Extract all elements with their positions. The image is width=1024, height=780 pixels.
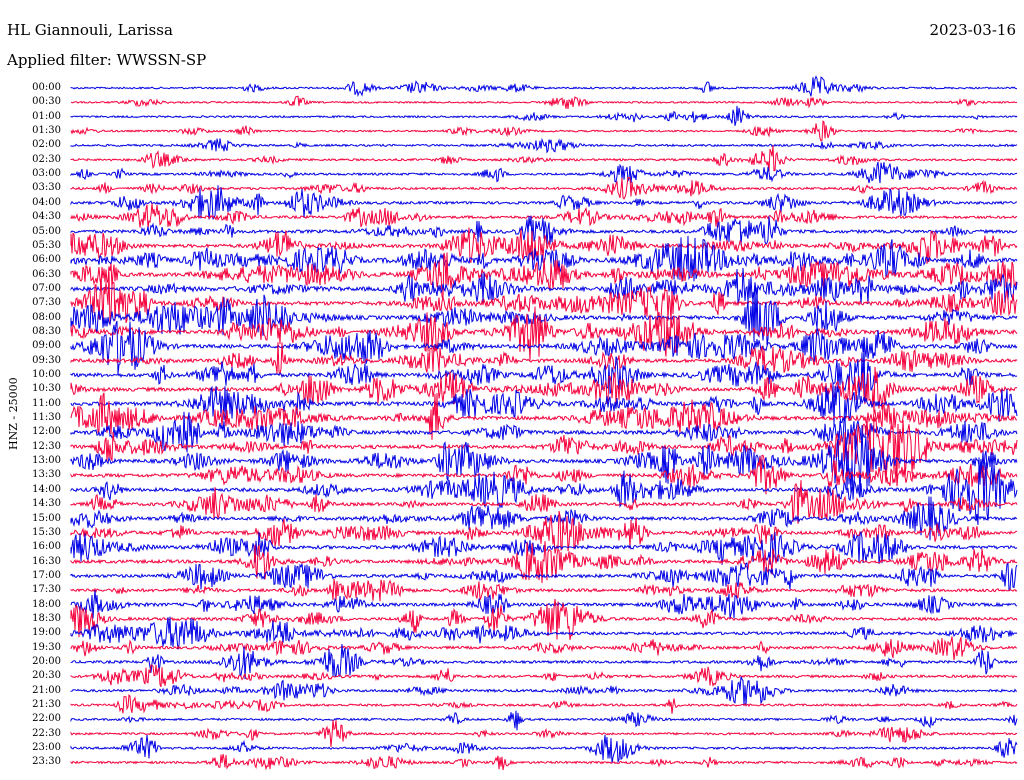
time-tick-label: 17:30 (32, 584, 61, 596)
trace-line (70, 496, 1018, 541)
time-tick-label: 10:30 (32, 383, 61, 395)
trace-line (70, 425, 1018, 500)
time-tick-label: 11:30 (32, 412, 61, 424)
trace-line (70, 185, 1017, 220)
trace-line (70, 753, 1018, 771)
trace-line (70, 616, 1018, 650)
time-tick-label: 17:00 (32, 569, 61, 581)
trace-line (70, 411, 1018, 453)
time-tick-label: 11:00 (32, 397, 61, 409)
trace-line (70, 710, 1018, 731)
trace-line (70, 510, 1018, 554)
time-tick-label: 15:30 (32, 526, 61, 538)
time-tick-label: 20:00 (32, 656, 61, 667)
time-tick-label: 16:30 (32, 555, 61, 567)
trace-line (70, 145, 1018, 173)
time-tick-label: 09:00 (32, 340, 61, 352)
time-tick-label: 18:00 (32, 598, 61, 610)
time-tick-label: 07:00 (32, 282, 61, 294)
trace-line (70, 137, 1018, 154)
trace-line (70, 177, 1018, 200)
trace-line (70, 416, 1018, 480)
time-tick-label: 21:30 (32, 699, 61, 711)
trace-line (70, 454, 1018, 495)
time-tick-label: 06:00 (32, 254, 61, 266)
trace-line (70, 693, 1018, 714)
time-tick-label: 18:30 (32, 612, 61, 624)
trace-line (70, 366, 1018, 414)
filter-label: Applied filter: WWSSN-SP (7, 51, 207, 69)
trace-line (70, 719, 1018, 748)
time-tick-label: 01:30 (32, 125, 61, 137)
trace-line (70, 579, 1018, 602)
trace-line (70, 252, 1018, 299)
time-tick-label: 10:00 (32, 369, 61, 380)
trace-line (70, 392, 1018, 440)
time-tick-label: 22:30 (32, 727, 61, 739)
trace-line (70, 636, 1018, 661)
trace-line (70, 120, 1017, 142)
trace-line (70, 286, 1018, 345)
date-label: 2023-03-16 (929, 21, 1016, 39)
time-tick-label: 15:00 (32, 512, 61, 524)
time-tick-label: 05:00 (32, 225, 61, 237)
time-tick-label: 19:30 (32, 641, 61, 653)
trace-line (70, 343, 1018, 403)
time-tick-label: 13:30 (32, 469, 61, 481)
time-tick-label: 06:30 (32, 268, 61, 280)
station-title: HL Giannouli, Larissa (7, 21, 173, 39)
trace-line (70, 734, 1018, 764)
time-tick-label: 08:00 (32, 311, 61, 323)
trace-line (70, 306, 1018, 361)
trace-line (70, 599, 1018, 640)
time-tick-label: 13:00 (32, 455, 61, 467)
trace-line (70, 161, 1018, 184)
time-tick-label: 05:30 (32, 239, 61, 251)
time-tick-label: 19:00 (32, 627, 61, 639)
time-tick-label: 00:30 (32, 96, 61, 108)
trace-line (70, 643, 1018, 680)
time-tick-label: 02:30 (32, 153, 61, 165)
time-tick-label: 16:00 (32, 541, 61, 553)
time-tick-label: 12:30 (32, 440, 61, 452)
time-tick-label: 09:30 (32, 354, 61, 366)
trace-line (70, 105, 1018, 126)
trace-line (70, 75, 1018, 98)
trace-line (70, 676, 1017, 706)
time-tick-label: 03:00 (32, 168, 61, 180)
trace-line (70, 342, 1018, 375)
trace-line (70, 480, 1018, 524)
trace-line (70, 457, 1018, 525)
trace-line (70, 267, 1018, 305)
trace-line (70, 664, 1018, 688)
time-tick-label: 04:00 (32, 196, 61, 208)
time-tick-label: 14:30 (32, 498, 61, 510)
time-tick-label: 08:30 (32, 325, 61, 337)
trace-line (70, 541, 1018, 584)
trace-line (70, 215, 1018, 246)
time-tick-label: 01:00 (32, 110, 61, 122)
time-tick-label: 23:30 (32, 756, 61, 768)
time-tick-label: 07:30 (32, 297, 61, 309)
trace-line (70, 530, 1018, 565)
time-tick-label: 04:30 (32, 211, 61, 223)
trace-line (70, 562, 1018, 592)
time-tick-label: 03:30 (32, 182, 61, 194)
trace-line (70, 590, 1018, 619)
time-tick-label: 14:00 (32, 483, 61, 495)
trace-line (70, 227, 1018, 264)
time-tick-label: 02:00 (32, 139, 61, 151)
time-tick-label: 22:00 (32, 713, 61, 725)
time-tick-label: 20:30 (32, 670, 61, 682)
trace-line (70, 320, 1018, 375)
time-tick-label: 00:00 (32, 82, 61, 93)
trace-line (70, 95, 1018, 109)
time-tick-label: 21:00 (32, 684, 61, 696)
trace-line (70, 383, 1018, 427)
time-tick-label: 23:00 (32, 742, 61, 754)
time-tick-label: 12:00 (32, 426, 61, 438)
